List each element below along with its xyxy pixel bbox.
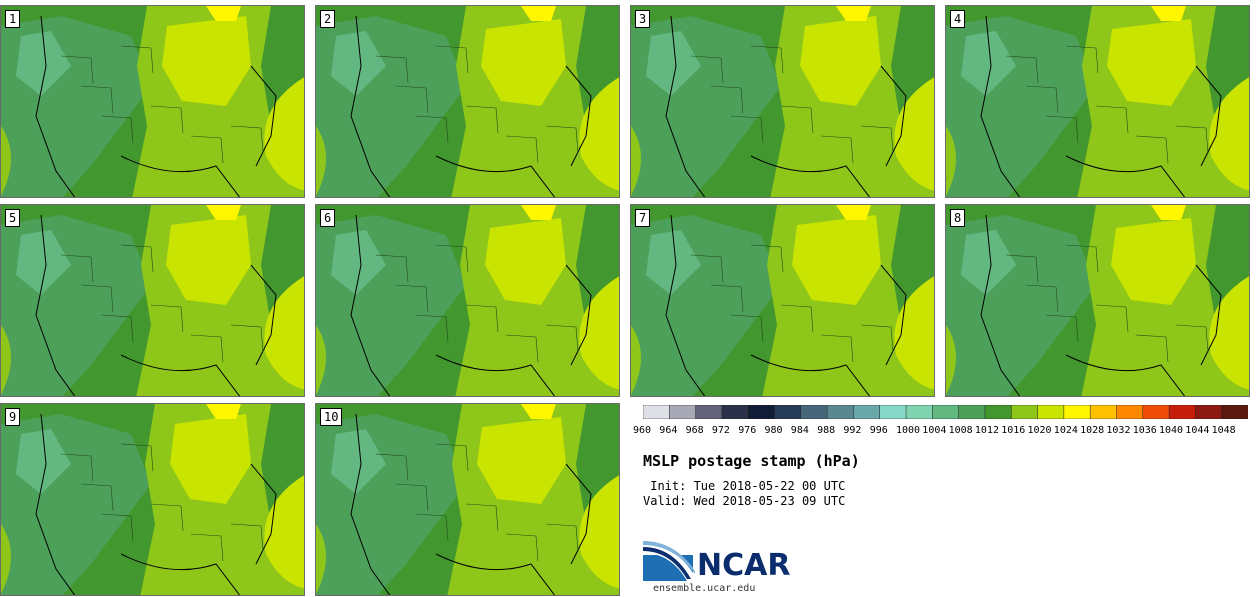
colorbar-swatch xyxy=(669,405,697,419)
map-panel-5: 5 xyxy=(0,204,305,397)
colorbar-tick-label: 1032 xyxy=(1106,425,1131,436)
init-time: Init: Tue 2018-05-22 00 UTC xyxy=(643,479,846,493)
colorbar-swatch xyxy=(774,405,802,419)
colorbar-tick-label: 972 xyxy=(711,425,730,436)
map-panel-3: 3 xyxy=(630,5,935,198)
ncar-logo-icon xyxy=(643,541,695,581)
colorbar-swatch xyxy=(695,405,723,419)
colorbar-tick-label: 1024 xyxy=(1053,425,1078,436)
map-panel-2: 2 xyxy=(315,5,620,198)
colorbar-tick-label: 996 xyxy=(869,425,888,436)
map-panel-6: 6 xyxy=(315,204,620,397)
colorbar-swatch xyxy=(721,405,749,419)
colorbar-swatch xyxy=(1221,405,1248,419)
colorbar-tick-label: 976 xyxy=(738,425,757,436)
panel-label: 5 xyxy=(5,209,21,227)
colorbar-swatch xyxy=(853,405,881,419)
colorbar-swatch xyxy=(1011,405,1039,419)
colorbar-tick-label: 980 xyxy=(764,425,783,436)
colorbar-swatch xyxy=(1116,405,1144,419)
panel-label: 7 xyxy=(635,209,651,227)
colorbar-swatch xyxy=(747,405,776,419)
colorbar-tick-label: 988 xyxy=(817,425,836,436)
map-panel-10: 10 xyxy=(315,403,620,596)
colorbar-swatch xyxy=(826,405,855,419)
colorbar-tick-label: 1036 xyxy=(1132,425,1157,436)
colorbar-tick-label: 1040 xyxy=(1159,425,1184,436)
panel-label: 2 xyxy=(320,10,336,28)
colorbar-tick-label: 1004 xyxy=(922,425,947,436)
colorbar-swatch xyxy=(1168,405,1197,419)
colorbar-swatch xyxy=(1089,405,1118,419)
map-panel-1: 1 xyxy=(0,5,305,198)
map-panel-7: 7 xyxy=(630,204,935,397)
colorbar-tick-label: 1028 xyxy=(1080,425,1105,436)
colorbar-tick-label: 964 xyxy=(659,425,678,436)
ncar-logo-text: NCAR xyxy=(697,548,791,583)
colorbar-tick-label: 968 xyxy=(685,425,704,436)
colorbar-swatch xyxy=(984,405,1013,419)
chart-title: MSLP postage stamp (hPa) xyxy=(643,452,860,470)
colorbar-swatch xyxy=(1063,405,1091,419)
source-url: ensemble.ucar.edu xyxy=(653,583,756,594)
colorbar-tick-label: 992 xyxy=(843,425,862,436)
colorbar-swatch xyxy=(879,405,907,419)
colorbar-swatch xyxy=(1142,405,1170,419)
colorbar-tick-label: 1012 xyxy=(974,425,999,436)
panel-label: 3 xyxy=(635,10,651,28)
colorbar-tick-label: 1008 xyxy=(948,425,973,436)
panel-label: 10 xyxy=(320,408,343,426)
colorbar-tick-label: 1016 xyxy=(1001,425,1026,436)
panel-label: 1 xyxy=(5,10,21,28)
colorbar-tick-label: 1048 xyxy=(1211,425,1236,436)
colorbar-swatch xyxy=(1195,405,1223,419)
colorbar xyxy=(643,405,1248,419)
valid-time: Valid: Wed 2018-05-23 09 UTC xyxy=(643,494,846,508)
colorbar-tick-label: 960 xyxy=(633,425,652,436)
colorbar-tick-label: 1020 xyxy=(1027,425,1052,436)
panel-label: 4 xyxy=(950,10,966,28)
colorbar-swatch xyxy=(1037,405,1065,419)
colorbar-swatch xyxy=(643,405,671,419)
colorbar-tick-label: 1000 xyxy=(896,425,921,436)
map-panel-4: 4 xyxy=(945,5,1250,198)
colorbar-swatch xyxy=(800,405,828,419)
map-panel-9: 9 xyxy=(0,403,305,596)
colorbar-swatch xyxy=(905,405,934,419)
colorbar-swatch xyxy=(932,405,960,419)
panel-label: 6 xyxy=(320,209,336,227)
colorbar-tick-label: 984 xyxy=(790,425,809,436)
panel-label: 9 xyxy=(5,408,21,426)
colorbar-tick-label: 1044 xyxy=(1185,425,1210,436)
colorbar-swatch xyxy=(958,405,986,419)
map-panel-8: 8 xyxy=(945,204,1250,397)
panel-label: 8 xyxy=(950,209,966,227)
